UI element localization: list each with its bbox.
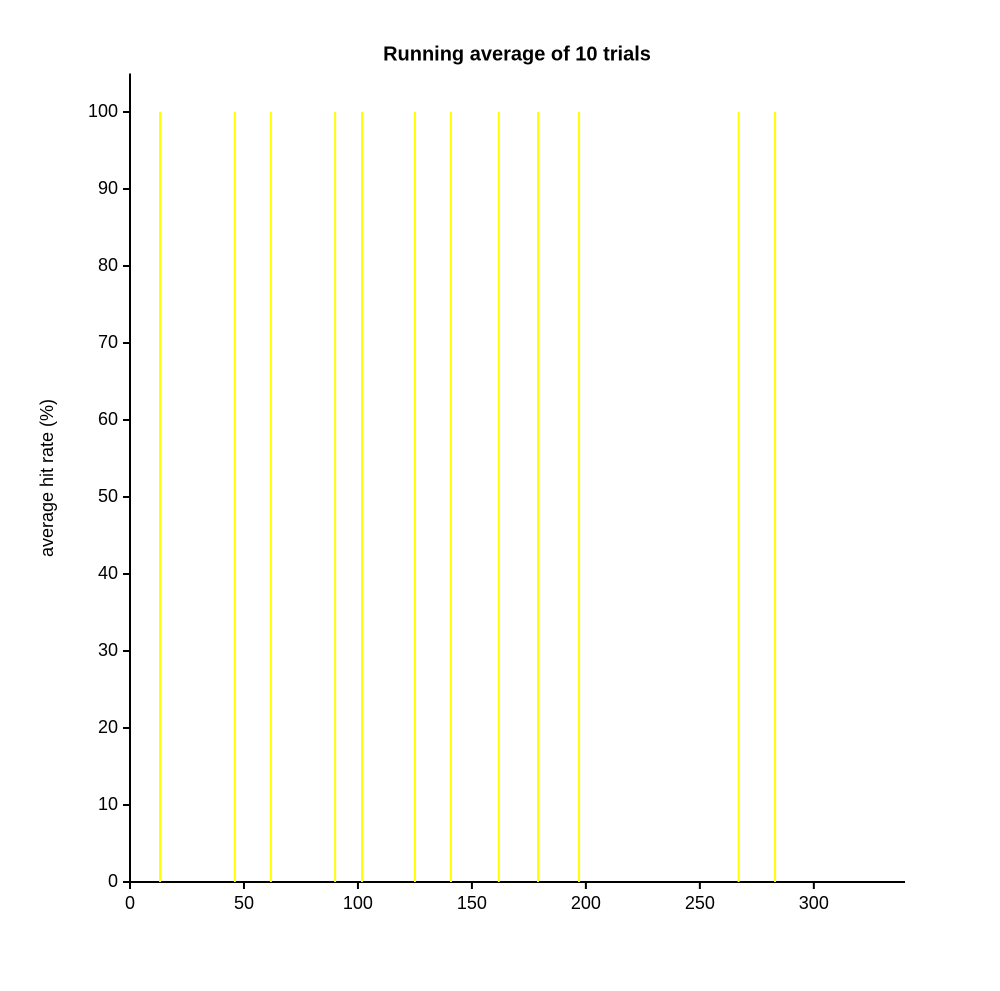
y-tick-label: 10	[98, 794, 118, 814]
x-tick-label: 50	[234, 893, 254, 913]
x-tick-label: 0	[125, 893, 135, 913]
x-tick-label: 250	[685, 893, 715, 913]
y-tick-label: 30	[98, 640, 118, 660]
y-tick-label: 60	[98, 409, 118, 429]
y-tick-label: 90	[98, 178, 118, 198]
y-tick-label: 50	[98, 486, 118, 506]
y-axis-label: average hit rate (%)	[37, 399, 57, 557]
x-tick-label: 150	[457, 893, 487, 913]
x-tick-label: 300	[799, 893, 829, 913]
y-tick-label: 40	[98, 563, 118, 583]
y-tick-label: 70	[98, 332, 118, 352]
chart-title: Running average of 10 trials	[383, 43, 651, 65]
x-tick-label: 200	[571, 893, 601, 913]
y-tick-label: 20	[98, 717, 118, 737]
y-tick-label: 0	[108, 871, 118, 891]
y-tick-label: 80	[98, 255, 118, 275]
y-tick-label: 100	[88, 101, 118, 121]
x-tick-label: 100	[343, 893, 373, 913]
